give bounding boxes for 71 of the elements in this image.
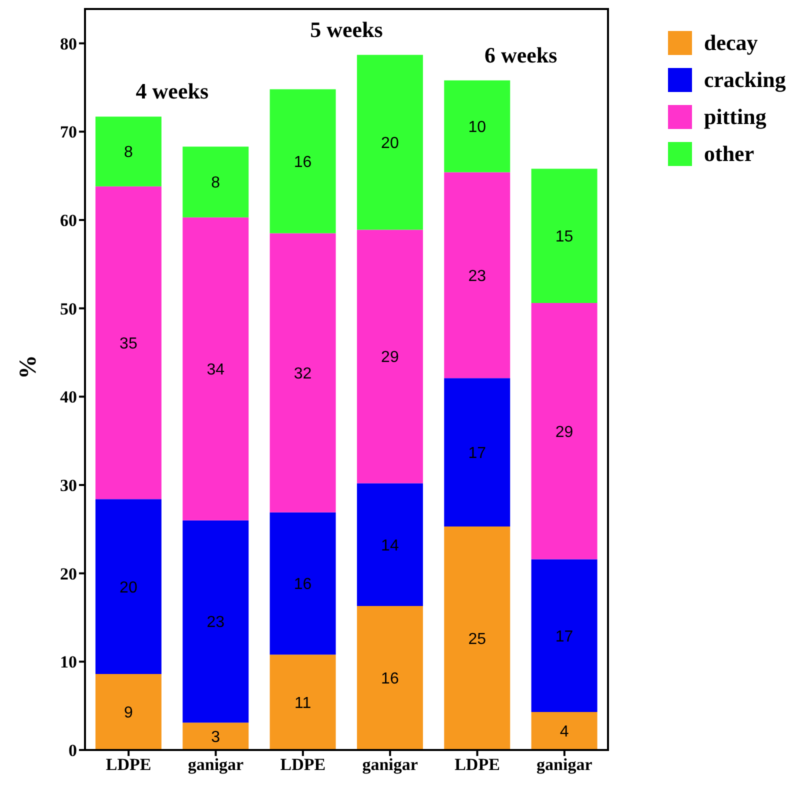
y-tick-label: 70 [60,122,77,142]
x-tick-label: LDPE [454,755,500,774]
data-label: 17 [468,444,486,462]
data-label: 14 [381,537,399,554]
bar [270,89,336,234]
data-label: 20 [381,134,399,152]
legend-label: cracking [704,66,786,92]
annotation: 4 weeks [136,78,209,104]
bar [444,172,510,378]
bar [356,483,423,606]
x-tick-label: LDPE [106,755,152,774]
x-tick-label: ganigar [188,755,244,774]
annotation: 6 weeks [484,42,558,68]
data-label: 17 [555,628,574,646]
data-label: 25 [468,630,486,648]
y-tick-label: 20 [60,564,77,584]
bar [182,722,249,750]
data-label: 16 [294,576,312,594]
data-label: 9 [124,704,134,722]
data-label: 35 [120,335,138,352]
y-tick-label: 50 [60,299,77,318]
y-tick-label: 30 [60,476,77,496]
data-label: 29 [381,349,399,366]
bar [444,80,510,172]
legend-label: decay [704,30,758,56]
data-label: 8 [211,174,220,192]
bar [95,186,162,500]
data-label: 34 [206,362,225,379]
bar [356,54,423,230]
legend-label: other [704,140,754,166]
y-axis-title: % [16,355,42,379]
bar [531,559,598,712]
bar [182,146,249,218]
bar [531,712,598,750]
y-tick-label: 80 [60,34,77,54]
y-tick-label: 60 [60,211,77,230]
x-tick-label: ganigar [362,755,418,774]
bar [270,512,336,655]
bar [182,520,249,723]
data-label: 29 [555,424,574,441]
bar [444,378,510,527]
bar [95,499,162,674]
data-label: 8 [124,144,134,162]
bar [444,526,510,750]
data-label: 11 [294,694,312,712]
y-tick-label: 0 [68,741,77,760]
data-label: 15 [555,228,574,246]
bar [270,233,336,512]
x-tick-label: LDPE [280,755,326,774]
data-label: 3 [211,728,220,746]
x-tick-label: ganigar [536,755,593,774]
data-label: 16 [381,670,399,688]
y-tick-label: 10 [60,652,77,672]
bar [270,654,336,750]
annotation: 5 weeks [310,16,384,42]
y-tick-label: 40 [60,388,77,407]
bar [531,303,598,560]
data-label: 23 [206,614,225,632]
data-label: 32 [294,365,312,382]
legend-label: pitting [704,104,766,130]
bar [356,230,423,484]
data-label: 23 [468,268,486,285]
data-label: 4 [560,724,569,741]
data-label: 16 [294,154,312,171]
bar [182,217,249,520]
bar [95,116,162,186]
data-label: 10 [468,119,486,136]
data-label: 20 [120,579,138,596]
bar [356,606,423,750]
bar [95,674,162,750]
bar [531,168,598,304]
